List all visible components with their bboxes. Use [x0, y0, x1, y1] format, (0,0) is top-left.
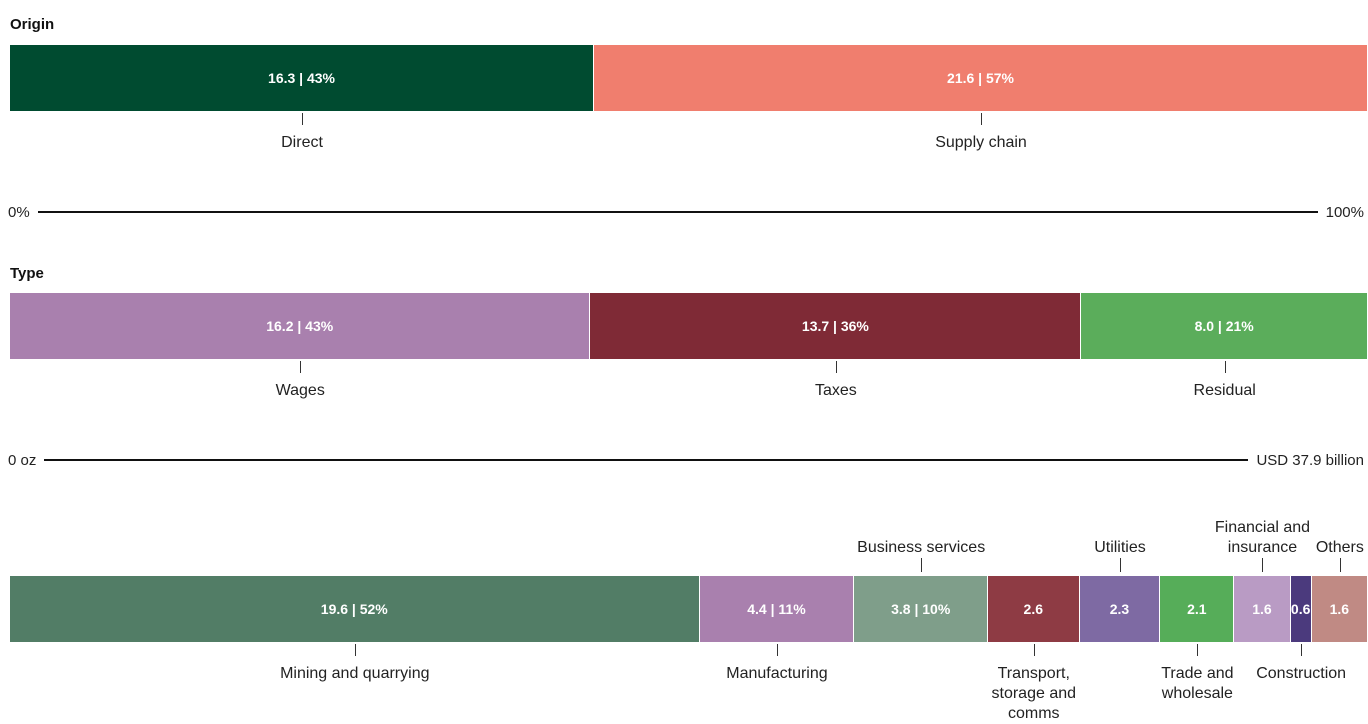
segment-label: Wages	[275, 382, 325, 399]
label-tick	[1224, 361, 1226, 373]
segment-label: Direct	[281, 134, 323, 151]
value-label: 8.0 | 21%	[1194, 318, 1254, 334]
segment-label: Residual	[1193, 382, 1256, 399]
segment-label: Others	[1315, 539, 1364, 556]
value-label: 2.6	[1023, 601, 1043, 617]
axis-left-label: 0%	[8, 203, 30, 221]
value-label: 1.6	[1252, 601, 1272, 617]
label-tick	[354, 644, 356, 656]
segment-label: Utilities	[1094, 539, 1146, 556]
segment-label: Supply chain	[935, 134, 1027, 151]
axis-line	[44, 459, 1249, 461]
bar-segment: 4.4 | 11%	[699, 576, 855, 642]
segment-label: Taxes	[814, 382, 857, 399]
axis-left-label: 0 oz	[8, 451, 37, 469]
bar-segment: 21.6 | 57%	[594, 45, 1368, 111]
bar-segment: 3.8 | 10%	[854, 576, 989, 642]
axis-right-label: 100%	[1325, 203, 1364, 221]
scale-axis: 0% 100%	[8, 202, 1364, 222]
label-tick	[1119, 558, 1121, 572]
label-tick	[1262, 558, 1264, 572]
segment-label: Construction	[1256, 665, 1347, 682]
value-label: 16.2 | 43%	[266, 318, 334, 334]
value-label: 3.8 | 10%	[891, 601, 951, 617]
bar-segment: 2.6	[988, 576, 1080, 642]
value-label: 2.3	[1109, 601, 1130, 617]
bar-segment: 2.3	[1079, 576, 1161, 642]
label-tick	[1197, 644, 1199, 656]
bar-segment: 8.0 | 21%	[1081, 293, 1368, 359]
bar-segment: 19.6 | 52%	[10, 576, 700, 642]
label-tick	[1301, 644, 1303, 656]
segment-label: Mining and quarrying	[280, 665, 430, 682]
scale-axis: 0 oz USD 37.9 billion	[8, 450, 1364, 470]
segment-label: Trade and wholesale	[1161, 665, 1234, 702]
label-tick	[921, 558, 923, 572]
bar-segment: 16.3 | 43%	[10, 45, 595, 111]
label-tick	[300, 361, 302, 373]
chart-title: Origin	[10, 16, 55, 33]
value-label: 2.1	[1187, 601, 1207, 617]
bar-segment: 0.6	[1290, 576, 1312, 642]
axis-right-label: USD 37.9 billion	[1256, 451, 1364, 469]
label-tick	[1339, 558, 1341, 572]
segment-label: Transport, storage and comms	[991, 665, 1077, 722]
value-label: 4.4 | 11%	[747, 601, 806, 617]
bar-segment: 1.6	[1234, 576, 1291, 642]
bar-segment: 2.1	[1160, 576, 1235, 642]
label-tick	[981, 113, 983, 125]
segment-label: Financial and insurance	[1214, 519, 1311, 556]
value-label: 13.7 | 36%	[801, 318, 869, 334]
segment-label: Business services	[857, 539, 986, 556]
value-label: 0.6	[1290, 601, 1311, 617]
chart-title: Type	[10, 265, 44, 282]
bar-segment: 13.7 | 36%	[590, 293, 1082, 359]
label-tick	[1033, 644, 1035, 656]
value-label: 16.3 | 43%	[268, 70, 335, 86]
value-label: 19.6 | 52%	[320, 601, 388, 617]
value-label: 1.6	[1329, 601, 1350, 617]
axis-line	[37, 211, 1318, 213]
segment-label: Manufacturing	[726, 665, 828, 682]
label-tick	[776, 644, 778, 656]
bar-segment: 16.2 | 43%	[10, 293, 591, 359]
label-tick	[835, 361, 837, 373]
bar-segment: 1.6	[1311, 576, 1368, 642]
value-label: 21.6 | 57%	[947, 70, 1014, 86]
label-tick	[302, 113, 304, 125]
